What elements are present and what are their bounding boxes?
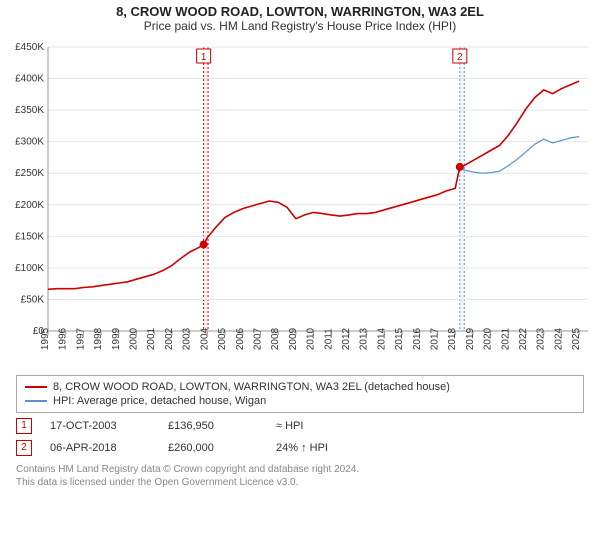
svg-text:£100K: £100K <box>15 263 44 274</box>
svg-text:2008: 2008 <box>270 327 281 350</box>
svg-text:2022: 2022 <box>518 327 529 350</box>
sale-tag: 2 <box>16 440 32 456</box>
svg-text:2021: 2021 <box>500 327 511 350</box>
legend-item: HPI: Average price, detached house, Wiga… <box>25 394 575 408</box>
svg-text:£200K: £200K <box>15 200 44 211</box>
license-text: Contains HM Land Registry data © Crown c… <box>16 463 584 489</box>
license-line: This data is licensed under the Open Gov… <box>16 476 584 489</box>
svg-text:1997: 1997 <box>75 327 86 350</box>
svg-text:£450K: £450K <box>15 42 44 53</box>
svg-text:2018: 2018 <box>447 327 458 350</box>
svg-text:1995: 1995 <box>40 327 51 350</box>
legend-swatch <box>25 400 47 402</box>
svg-text:2014: 2014 <box>376 327 387 350</box>
sale-row: 1 17-OCT-2003 £136,950 ≈ HPI <box>16 415 584 437</box>
svg-text:2011: 2011 <box>323 328 334 350</box>
svg-text:2003: 2003 <box>182 327 193 350</box>
svg-text:2016: 2016 <box>412 327 423 350</box>
legend-label: 8, CROW WOOD ROAD, LOWTON, WARRINGTON, W… <box>53 381 450 393</box>
svg-text:£350K: £350K <box>15 105 44 116</box>
legend-label: HPI: Average price, detached house, Wiga… <box>53 395 266 407</box>
svg-text:2009: 2009 <box>288 327 299 350</box>
svg-text:1999: 1999 <box>111 327 122 350</box>
sale-date: 17-OCT-2003 <box>50 420 150 432</box>
svg-text:2023: 2023 <box>536 327 547 350</box>
price-chart: £0£50K£100K£150K£200K£250K£300K£350K£400… <box>4 41 596 371</box>
svg-text:2000: 2000 <box>129 327 140 350</box>
svg-text:2002: 2002 <box>164 327 175 350</box>
svg-text:2005: 2005 <box>217 327 228 350</box>
legend-item: 8, CROW WOOD ROAD, LOWTON, WARRINGTON, W… <box>25 380 575 394</box>
svg-text:£400K: £400K <box>15 74 44 85</box>
svg-text:2025: 2025 <box>571 327 582 350</box>
svg-text:2013: 2013 <box>359 327 370 350</box>
svg-text:£150K: £150K <box>15 231 44 242</box>
svg-text:2017: 2017 <box>430 327 441 350</box>
sale-tag: 1 <box>16 418 32 434</box>
legend: 8, CROW WOOD ROAD, LOWTON, WARRINGTON, W… <box>16 375 584 413</box>
license-line: Contains HM Land Registry data © Crown c… <box>16 463 584 476</box>
svg-text:2004: 2004 <box>199 327 210 350</box>
svg-text:2024: 2024 <box>553 327 564 350</box>
sale-delta: ≈ HPI <box>276 420 303 432</box>
svg-text:1: 1 <box>201 52 207 63</box>
svg-text:£300K: £300K <box>15 137 44 148</box>
sale-price: £260,000 <box>168 442 258 454</box>
page-subtitle: Price paid vs. HM Land Registry's House … <box>8 19 592 33</box>
svg-text:1996: 1996 <box>58 327 69 350</box>
svg-text:2015: 2015 <box>394 327 405 350</box>
page-title: 8, CROW WOOD ROAD, LOWTON, WARRINGTON, W… <box>8 4 592 19</box>
svg-text:1998: 1998 <box>93 327 104 350</box>
svg-text:2006: 2006 <box>235 327 246 350</box>
svg-text:2020: 2020 <box>483 327 494 350</box>
svg-text:2: 2 <box>457 52 463 63</box>
sale-delta: 24% ↑ HPI <box>276 442 328 454</box>
svg-text:2012: 2012 <box>341 327 352 350</box>
svg-text:2010: 2010 <box>306 327 317 350</box>
svg-text:£50K: £50K <box>21 294 45 305</box>
sale-price: £136,950 <box>168 420 258 432</box>
svg-text:2001: 2001 <box>146 327 157 350</box>
sales-table: 1 17-OCT-2003 £136,950 ≈ HPI 2 06-APR-2018 £26… <box>16 415 584 459</box>
svg-text:2019: 2019 <box>465 327 476 350</box>
sale-date: 06-APR-2018 <box>50 442 150 454</box>
legend-swatch <box>25 386 47 388</box>
sale-row: 2 06-APR-2018 £260,000 24% ↑ HPI <box>16 437 584 459</box>
svg-text:£250K: £250K <box>15 168 44 179</box>
svg-text:2007: 2007 <box>252 327 263 350</box>
